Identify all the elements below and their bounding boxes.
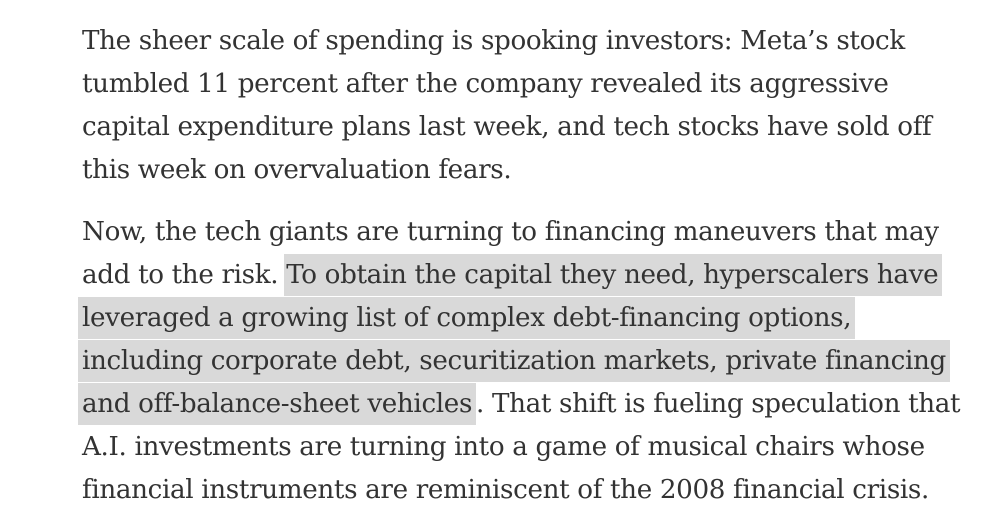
text-line: The sheer scale of spending is spooking … [82, 26, 905, 56]
text-line: and off-balance-sheet vehicles. That shi… [78, 383, 962, 426]
text-line: tumbled 11 percent after the company rev… [82, 69, 889, 99]
article-body: The sheer scale of spending is spooking … [78, 20, 962, 512]
highlighted-text[interactable]: including corporate debt, securitization… [78, 340, 950, 382]
text-line: leveraged a growing list of complex debt… [78, 297, 962, 340]
highlighted-text[interactable]: To obtain the capital they need, hypersc… [284, 254, 943, 296]
paragraph-2: Now, the tech giants are turning to fina… [78, 211, 962, 512]
text-line: this week on overvaluation fears. [82, 155, 512, 185]
text-line: including corporate debt, securitization… [78, 340, 962, 383]
text-line: financial instruments are reminiscent of… [82, 475, 929, 505]
highlighted-text[interactable]: and off-balance-sheet vehicles [78, 383, 477, 425]
text-line: Now, the tech giants are turning to fina… [82, 217, 939, 247]
text-segment: . That shift is fueling speculation that [476, 389, 961, 419]
text-line: A.I. investments are turning into a game… [82, 432, 925, 462]
text-line: add to the risk. To obtain the capital t… [82, 254, 962, 297]
highlighted-text[interactable]: leveraged a growing list of complex debt… [78, 297, 856, 339]
text-segment: add to the risk. [82, 260, 287, 290]
paragraph-1: The sheer scale of spending is spooking … [82, 20, 962, 192]
text-line: capital expenditure plans last week, and… [82, 112, 932, 142]
